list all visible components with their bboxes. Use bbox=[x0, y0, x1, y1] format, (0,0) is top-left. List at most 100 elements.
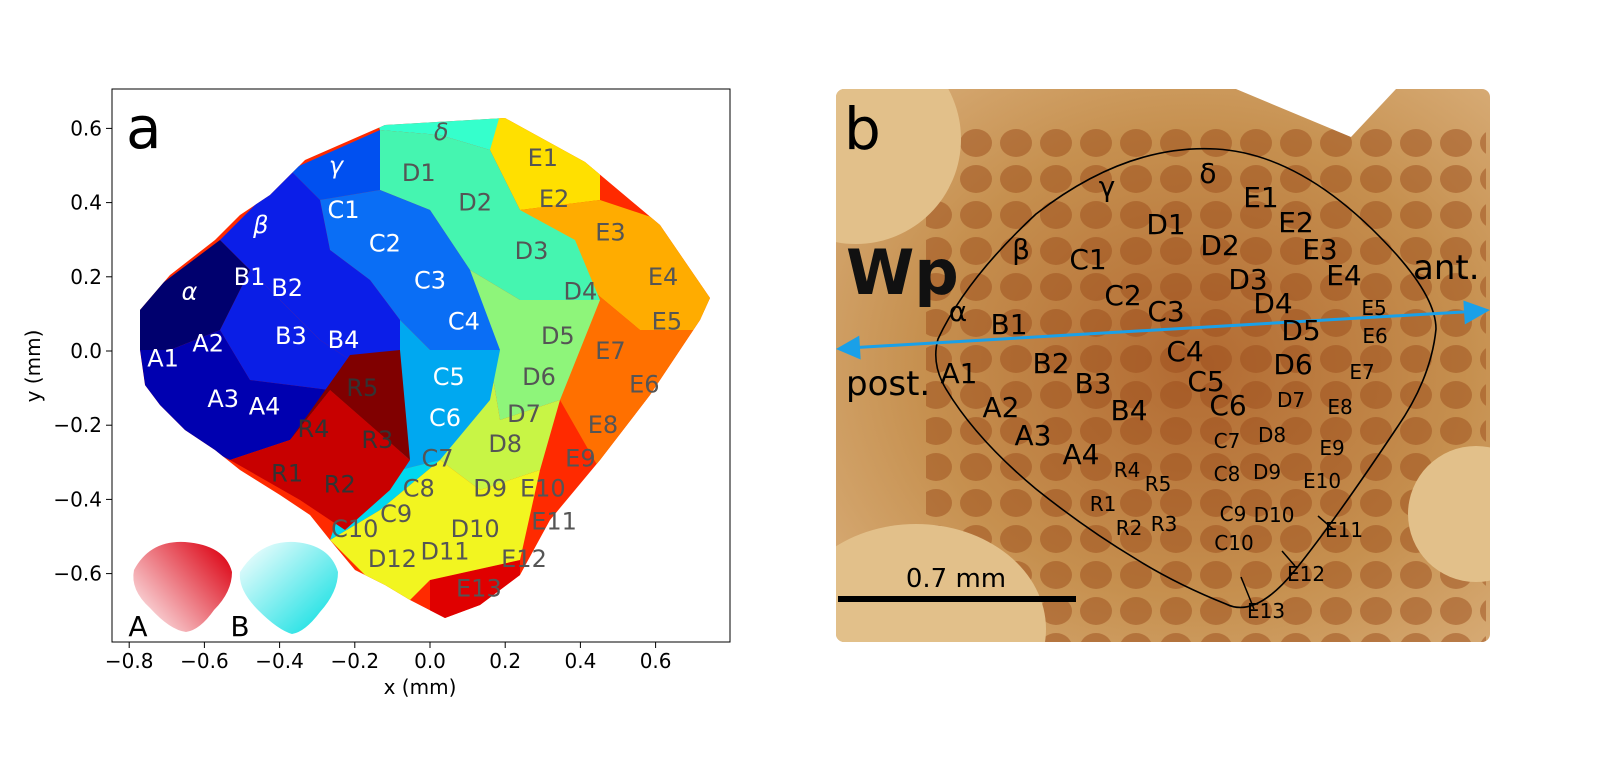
x-tick-label: 0.0 bbox=[414, 649, 446, 673]
barrel-label-E3: E3 bbox=[1302, 233, 1338, 266]
cell-label-E1: E1 bbox=[528, 144, 558, 172]
y-axis-ticks: 0.6 0.4 0.2 0.0 −0.2 −0.4 −0.6 bbox=[53, 116, 112, 586]
barrel-label-C9: C9 bbox=[1220, 502, 1247, 526]
y-tick-label: 0.6 bbox=[70, 116, 102, 140]
cell-label-C8: C8 bbox=[403, 474, 435, 502]
cell-label-E11: E11 bbox=[531, 508, 577, 536]
panel-b-histology-figure: Wp b ant. post. δ γ E1 D1 E2 D2 β E3 C1 D3 E4 C2 D4 E… bbox=[836, 89, 1526, 657]
ant-label: ant. bbox=[1413, 248, 1480, 288]
ant-arrowhead bbox=[1463, 300, 1490, 325]
boundary-tick-E11 bbox=[1317, 515, 1334, 530]
barrel-label-E1: E1 bbox=[1243, 181, 1279, 214]
barrel-label-E9: E9 bbox=[1319, 436, 1344, 460]
cell-label-B3: B3 bbox=[275, 322, 307, 350]
barrel-label-A1: A1 bbox=[941, 357, 978, 390]
boundary-tick-E13 bbox=[1240, 576, 1255, 610]
barrel-label-B2: B2 bbox=[1032, 347, 1069, 380]
panel-b-letter: b bbox=[844, 95, 881, 163]
barrel-label-γ: γ bbox=[1099, 170, 1116, 203]
barrel-label-δ: δ bbox=[1199, 157, 1216, 190]
barrel-texture bbox=[926, 129, 1486, 642]
barrel-label-D9: D9 bbox=[1253, 460, 1281, 484]
barrel-label-E4: E4 bbox=[1326, 259, 1362, 292]
cell-label-R5: R5 bbox=[346, 374, 378, 402]
cell-label-B1: B1 bbox=[234, 263, 266, 291]
cell-label-D12: D12 bbox=[368, 545, 417, 573]
cell-label-E10: E10 bbox=[520, 474, 566, 502]
cell-label-A3: A3 bbox=[207, 385, 239, 413]
barrel-label-D2: D2 bbox=[1200, 229, 1239, 262]
barrel-label-C5: C5 bbox=[1187, 365, 1224, 398]
y-tick-label: 0.2 bbox=[70, 265, 102, 289]
wp-label: Wp bbox=[846, 236, 959, 309]
corner-blob-bottom bbox=[836, 524, 1046, 642]
cell-label-D2: D2 bbox=[458, 189, 492, 217]
cell-label-E8: E8 bbox=[588, 411, 618, 439]
cell-label-D11: D11 bbox=[421, 537, 470, 565]
cell-label-B4: B4 bbox=[328, 326, 360, 354]
cell-label-E6: E6 bbox=[629, 370, 659, 398]
cell-label-E7: E7 bbox=[595, 337, 625, 365]
cell-label-C3: C3 bbox=[414, 267, 446, 295]
barrel-label-A4: A4 bbox=[1063, 438, 1100, 471]
x-tick-label: −0.6 bbox=[180, 649, 229, 673]
cell-label-C10: C10 bbox=[331, 515, 378, 543]
barrel-field-outline bbox=[935, 147, 1437, 609]
y-tick-label: −0.2 bbox=[53, 413, 102, 437]
cell-label-A1: A1 bbox=[147, 344, 179, 372]
cell-label-A4: A4 bbox=[249, 393, 281, 421]
x-tick-label: 0.6 bbox=[640, 649, 672, 673]
cell-label-C2: C2 bbox=[369, 229, 401, 257]
barrel-label-R2: R2 bbox=[1116, 516, 1143, 540]
inset-A-blob bbox=[133, 541, 232, 632]
x-tick-label: 0.2 bbox=[489, 649, 521, 673]
barrel-label-D5: D5 bbox=[1281, 314, 1320, 347]
barrel-label-R4: R4 bbox=[1114, 458, 1141, 482]
x-tick-label: −0.2 bbox=[331, 649, 380, 673]
barrel-label-C2: C2 bbox=[1104, 279, 1141, 312]
barrel-label-C1: C1 bbox=[1069, 243, 1106, 276]
barrel-label-A3: A3 bbox=[1015, 419, 1052, 452]
post-arrowhead bbox=[836, 335, 861, 360]
cell-label-E5: E5 bbox=[652, 307, 682, 335]
boundary-tick-E12 bbox=[1281, 550, 1296, 567]
barrel-label-C10: C10 bbox=[1214, 531, 1253, 555]
barrel-label-D3: D3 bbox=[1228, 263, 1267, 296]
barrel-label-B4: B4 bbox=[1110, 394, 1147, 427]
cell-label-D7: D7 bbox=[507, 400, 541, 428]
barrel-label-E11: E11 bbox=[1325, 518, 1363, 542]
barrel-label-B3: B3 bbox=[1074, 367, 1111, 400]
x-axis-ticks: −0.8 −0.6 −0.4 −0.2 0.0 0.2 0.4 0.6 bbox=[105, 642, 672, 673]
barrel-label-R3: R3 bbox=[1151, 512, 1178, 536]
cell-label-D3: D3 bbox=[515, 237, 549, 265]
cell-label-α: α bbox=[181, 278, 197, 306]
barrel-label-E8: E8 bbox=[1327, 395, 1352, 419]
scale-bar-label: 0.7 mm bbox=[906, 564, 1006, 594]
cell-label-R2: R2 bbox=[324, 471, 356, 499]
barrel-label-D1: D1 bbox=[1146, 208, 1185, 241]
barrel-label-D10: D10 bbox=[1254, 503, 1295, 527]
panel-a-letter: a bbox=[126, 94, 162, 162]
y-tick-label: 0.4 bbox=[70, 191, 102, 215]
y-tick-label: 0.0 bbox=[70, 339, 102, 363]
ap-axis-line bbox=[847, 309, 1481, 350]
corner-blob-right bbox=[1408, 446, 1490, 582]
inset-B-blob bbox=[239, 541, 338, 634]
cell-label-E3: E3 bbox=[595, 218, 625, 246]
cell-label-β: β bbox=[252, 211, 268, 239]
barrel-label-D6: D6 bbox=[1273, 348, 1312, 381]
cell-label-C4: C4 bbox=[448, 307, 480, 335]
cell-label-D5: D5 bbox=[541, 322, 575, 350]
barrel-label-B1: B1 bbox=[990, 308, 1027, 341]
cell-label-C1: C1 bbox=[328, 196, 360, 224]
barrel-label-C4: C4 bbox=[1166, 335, 1203, 368]
cell-label-A2: A2 bbox=[192, 330, 224, 358]
cell-label-E2: E2 bbox=[539, 185, 569, 213]
panel-b-barrel-labels: δ γ E1 D1 E2 D2 β E3 C1 D3 E4 C2 D4 E5 α C3 B1 D5 E6 C4 B2 D6… bbox=[941, 157, 1388, 623]
barrel-label-D7: D7 bbox=[1277, 388, 1305, 412]
barrel-label-E13: E13 bbox=[1247, 599, 1285, 623]
y-axis-label: y (mm) bbox=[21, 330, 45, 403]
cell-label-E4: E4 bbox=[648, 263, 678, 291]
